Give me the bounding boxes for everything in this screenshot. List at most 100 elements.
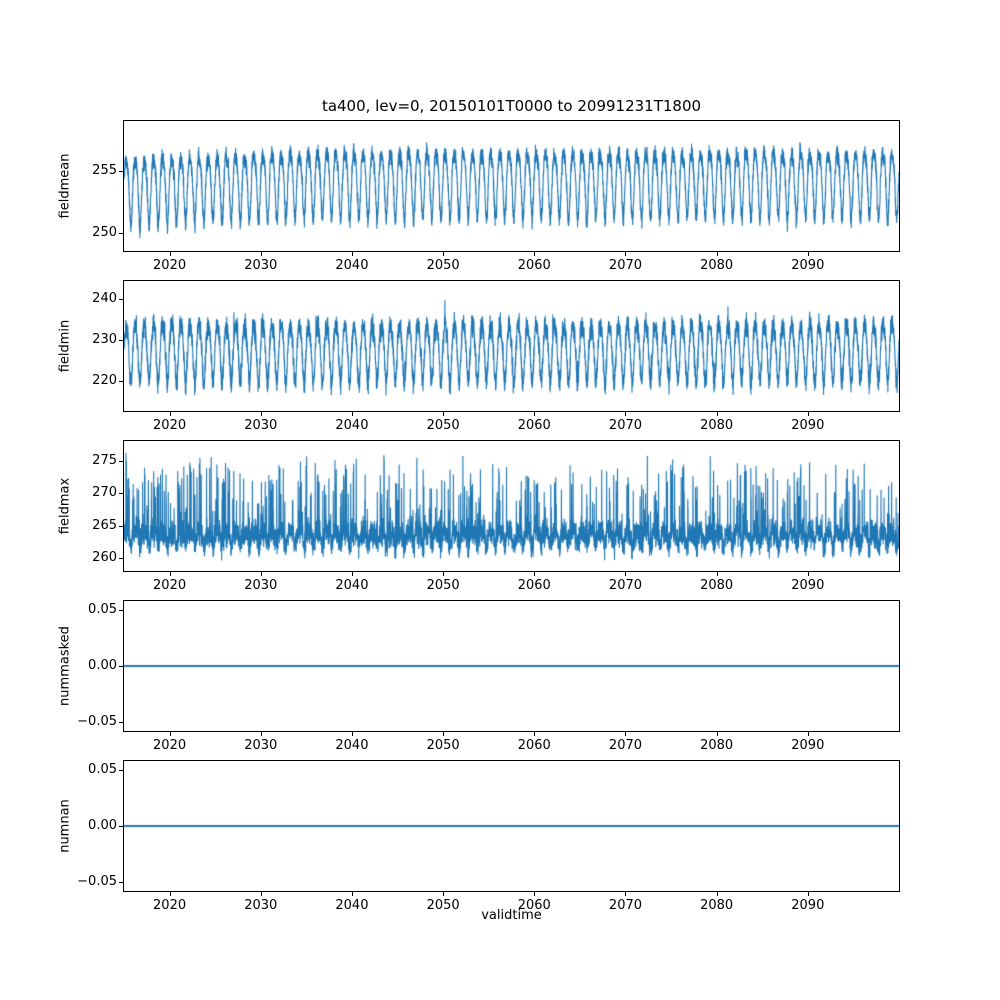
x-tick-mark	[534, 412, 536, 416]
x-tick-mark	[716, 892, 718, 896]
x-tick-mark	[260, 412, 262, 416]
x-tick-label: 2030	[244, 738, 278, 753]
fieldmax-axis-label: fieldmax	[57, 477, 73, 535]
x-tick-mark	[716, 252, 718, 256]
x-tick-mark	[716, 732, 718, 736]
x-tick-mark	[443, 732, 445, 736]
x-tick-mark	[716, 572, 718, 576]
x-tick-label: 2040	[335, 418, 369, 433]
x-tick-mark	[625, 412, 627, 416]
x-tick-mark	[351, 892, 353, 896]
x-tick-mark	[716, 412, 718, 416]
x-tick-label: 2070	[608, 738, 643, 753]
x-tick-mark	[807, 412, 809, 416]
x-tick-mark	[169, 412, 171, 416]
x-tick-mark	[807, 252, 809, 256]
y-tick-mark	[119, 339, 123, 341]
x-tick-label: 2020	[153, 738, 187, 753]
x-tick-label: 2070	[608, 258, 643, 273]
y-tick-label: −0.05	[77, 873, 117, 889]
x-tick-label: 2030	[244, 418, 278, 433]
x-tick-mark	[351, 732, 353, 736]
y-tick-label: 250	[92, 224, 117, 240]
x-tick-label: 2050	[426, 578, 460, 593]
fieldmean-line-series	[124, 121, 899, 251]
x-tick-mark	[443, 252, 445, 256]
y-tick-mark	[119, 299, 123, 301]
x-tick-label: 2020	[153, 578, 187, 593]
x-tick-mark	[260, 252, 262, 256]
x-tick-label: 2050	[426, 898, 460, 913]
x-tick-label: 2060	[517, 898, 551, 913]
x-tick-label: 2080	[700, 578, 734, 593]
x-tick-label: 2090	[791, 258, 825, 273]
x-tick-label: 2070	[608, 578, 643, 593]
y-tick-mark	[119, 610, 123, 612]
x-tick-mark	[443, 892, 445, 896]
x-tick-mark	[534, 252, 536, 256]
x-tick-mark	[351, 252, 353, 256]
x-tick-label: 2080	[700, 258, 734, 273]
y-tick-label: 220	[92, 372, 117, 388]
x-tick-label: 2050	[426, 418, 460, 433]
subplot-fieldmax: 2020 2030 2040 2050 2060 2070 2080 2090 260 265 27…	[92, 440, 900, 593]
y-tick-label: 260	[92, 550, 117, 565]
x-tick-label: 2090	[791, 738, 825, 753]
y-tick-mark	[119, 232, 123, 234]
nummasked-line-series	[124, 601, 899, 731]
x-tick-mark	[443, 412, 445, 416]
y-tick-label: 0.05	[88, 602, 117, 618]
x-tick-mark	[534, 572, 536, 576]
x-tick-mark	[169, 892, 171, 896]
x-tick-mark	[351, 412, 353, 416]
y-tick-label: 275	[92, 452, 117, 468]
fieldmax-line-series	[124, 441, 899, 571]
x-tick-label: 2040	[335, 898, 369, 913]
x-tick-label: 2080	[700, 418, 734, 433]
x-tick-mark	[807, 732, 809, 736]
x-tick-mark	[443, 572, 445, 576]
y-tick-label: −0.05	[77, 713, 117, 729]
x-tick-label: 2040	[335, 578, 369, 593]
nummasked-axis-label: nummasked	[57, 626, 73, 706]
y-tick-label: 230	[92, 331, 117, 347]
y-tick-mark	[119, 558, 123, 559]
x-tick-label: 2060	[517, 418, 551, 433]
x-tick-label: 2070	[608, 898, 643, 913]
y-tick-label: 255	[92, 163, 117, 179]
x-tick-mark	[534, 732, 536, 736]
y-tick-mark	[119, 881, 123, 883]
x-tick-mark	[534, 892, 536, 896]
y-tick-mark	[119, 770, 123, 772]
y-tick-mark	[119, 826, 123, 827]
y-tick-label: 0.00	[88, 658, 117, 673]
y-tick-label: 265	[92, 517, 117, 533]
y-tick-mark	[119, 380, 123, 382]
numnan-line-series	[124, 761, 899, 891]
x-tick-label: 2030	[244, 578, 278, 593]
x-tick-mark	[169, 732, 171, 736]
fieldmean-axis-label: fieldmean	[57, 153, 73, 219]
y-tick-label: 0.00	[88, 818, 117, 833]
x-tick-mark	[169, 252, 171, 256]
x-tick-label: 2030	[244, 258, 278, 273]
y-tick-label: 270	[92, 485, 117, 500]
x-tick-mark	[260, 732, 262, 736]
x-tick-label: 2090	[791, 578, 825, 593]
x-tick-label: 2070	[608, 418, 643, 433]
x-tick-label: 2030	[244, 898, 278, 913]
subplot-fieldmean: 2020 2030 2040 2050 2060 2070 2080 2090 250 255	[92, 120, 900, 273]
x-tick-mark	[169, 572, 171, 576]
x-tick-label: 2060	[517, 578, 551, 593]
y-tick-label: 0.05	[88, 762, 117, 778]
fieldmin-axis-label: fieldmin	[57, 319, 73, 373]
x-tick-label: 2040	[335, 258, 369, 273]
x-tick-mark	[625, 892, 627, 896]
x-tick-mark	[260, 572, 262, 576]
fieldmin-line-series	[124, 281, 899, 411]
x-tick-label: 2040	[335, 738, 369, 753]
y-tick-mark	[119, 721, 123, 723]
x-tick-label: 2080	[700, 898, 734, 913]
y-tick-mark	[119, 171, 123, 173]
